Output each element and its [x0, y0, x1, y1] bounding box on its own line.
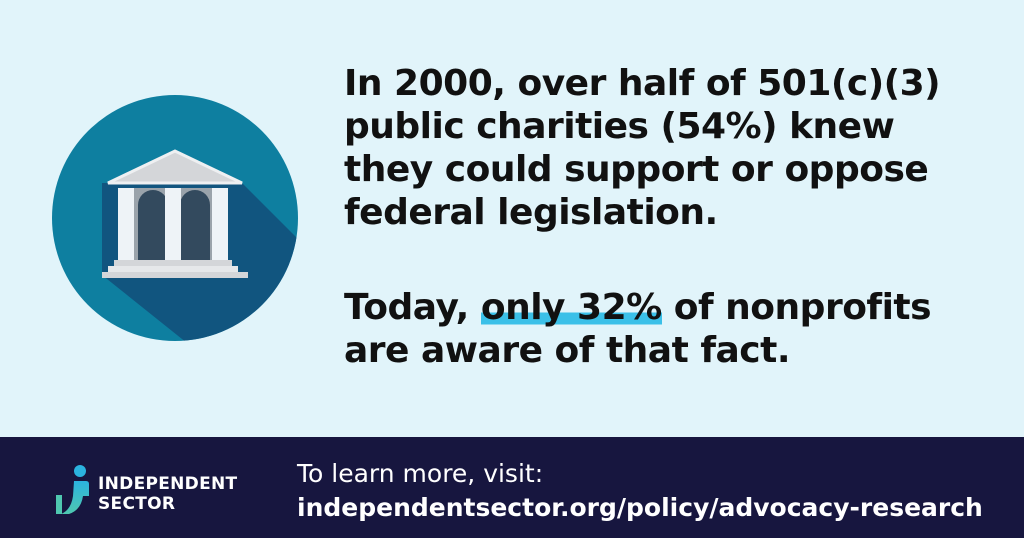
logo-line2: SECTOR: [98, 494, 176, 514]
logo-wordmark: INDEPENDENT SECTOR: [98, 474, 237, 514]
highlight-32-percent: only 32%: [480, 287, 662, 328]
statement-2000: In 2000, over half of 501(c)(3) public c…: [344, 63, 941, 233]
call-to-action: To learn more, visit: independentsector.…: [297, 457, 983, 525]
statement-today-suffix: of nonprofits are aware of that fact.: [344, 287, 932, 371]
advocacy-research-link[interactable]: independentsector.org/policy/advocacy-re…: [297, 493, 983, 522]
footer: INDEPENDENT SECTOR To learn more, visit:…: [0, 437, 1024, 538]
statement-today-prefix: Today,: [344, 287, 481, 328]
statement-today: Today, only 32% of nonprofits are aware …: [344, 286, 964, 372]
logo-line1: INDEPENDENT: [98, 474, 238, 494]
cta-text: To learn more, visit:: [297, 459, 544, 488]
independent-sector-logo-icon: [56, 465, 89, 514]
government-building-icon: [52, 95, 298, 341]
